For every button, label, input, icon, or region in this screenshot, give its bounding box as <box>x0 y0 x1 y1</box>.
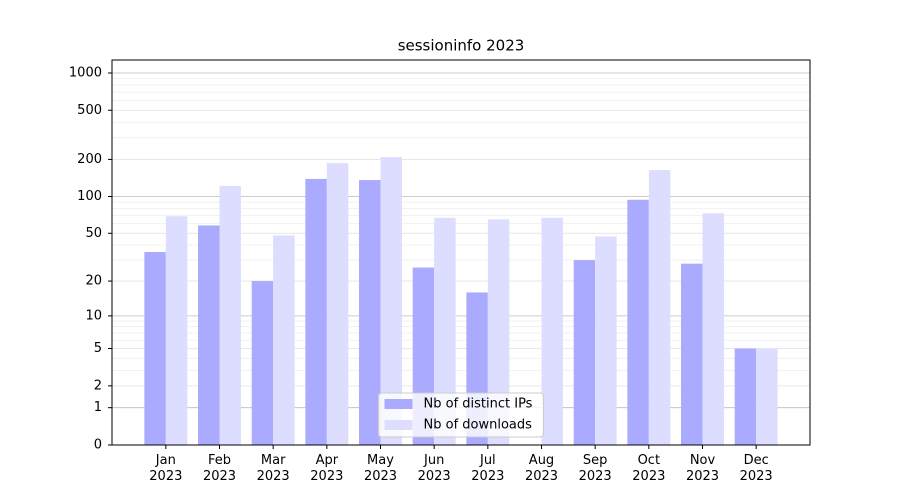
legend-box <box>378 392 544 438</box>
bar <box>165 216 188 445</box>
y-tick-label: 500 <box>77 103 102 118</box>
x-tick-label: Apr 2023 <box>310 453 344 484</box>
x-tick-label: May 2023 <box>363 453 398 484</box>
x-tick-label: Jun 2023 <box>417 453 451 484</box>
legend-label: Nb of downloads <box>424 418 533 433</box>
bar <box>326 163 349 445</box>
y-tick-label: 0 <box>94 438 102 453</box>
legend-swatch <box>384 420 413 430</box>
y-tick-label: 1000 <box>69 65 102 80</box>
bar <box>434 217 456 445</box>
bar <box>702 213 724 445</box>
x-tick-label: Oct 2023 <box>632 453 666 484</box>
y-tick-label: 20 <box>85 274 102 289</box>
bar <box>219 185 241 445</box>
bar <box>573 260 596 445</box>
x-tick-label: Jul 2023 <box>471 453 505 484</box>
x-tick-label: Mar 2023 <box>256 453 290 484</box>
bar <box>681 263 703 445</box>
bar <box>487 219 510 445</box>
bar <box>734 348 757 445</box>
x-tick-label: Feb 2023 <box>202 453 237 484</box>
y-tick-label: 50 <box>85 226 102 241</box>
bar <box>648 170 671 445</box>
y-tick-label: 10 <box>85 308 102 323</box>
bar <box>595 236 617 445</box>
legend-label: Nb of distinct IPs <box>424 397 533 412</box>
x-tick-label: Jan 2023 <box>149 453 183 484</box>
y-tick-label: 5 <box>94 341 102 356</box>
bar <box>756 348 778 445</box>
x-tick-label: Dec 2023 <box>739 453 773 484</box>
y-tick-label: 2 <box>94 378 102 393</box>
bar <box>273 235 295 445</box>
legend: Nb of distinct IPs Nb of downloads <box>378 392 544 438</box>
y-tick-label: 200 <box>77 152 102 167</box>
chart-title: sessioninfo 2023 <box>398 37 525 55</box>
bar <box>627 199 649 445</box>
bar <box>305 178 327 446</box>
bar <box>541 217 563 445</box>
bar <box>198 225 220 445</box>
y-tick-label: 1 <box>94 400 102 415</box>
bar <box>359 180 381 445</box>
bar <box>144 252 166 445</box>
x-tick-label: Sep 2023 <box>578 453 612 484</box>
legend-swatch <box>384 399 413 409</box>
x-tick-label: Nov 2023 <box>685 453 720 484</box>
y-tick-label: 100 <box>77 189 102 204</box>
bar <box>380 157 402 445</box>
bar <box>251 281 274 445</box>
plot-frame <box>111 59 811 446</box>
x-tick-label: Aug 2023 <box>524 453 559 484</box>
